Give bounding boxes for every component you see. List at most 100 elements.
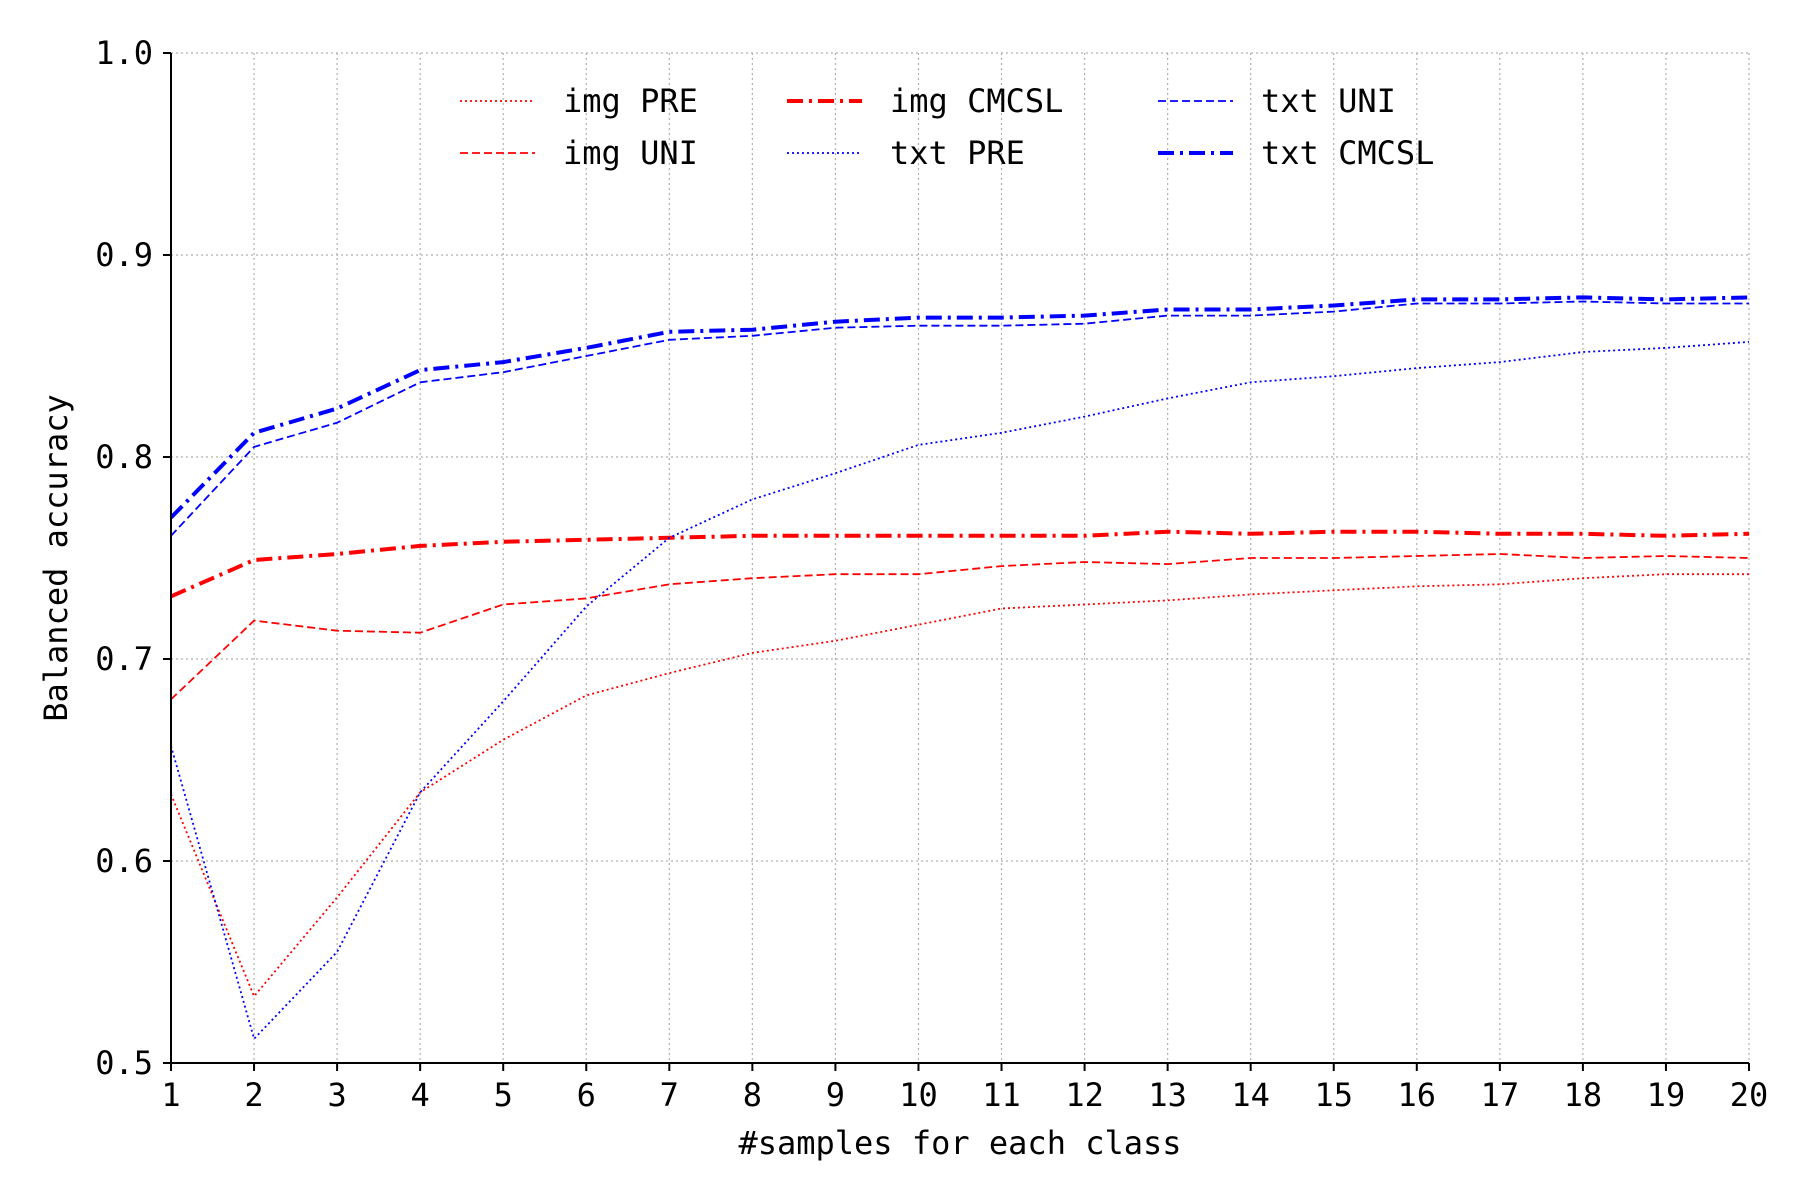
data-point (1166, 308, 1169, 311)
data-point (585, 346, 588, 349)
data-point (502, 540, 505, 543)
data-point (253, 445, 256, 448)
data-point (1249, 532, 1252, 535)
data-point (751, 498, 754, 501)
x-tick-label: 17 (1481, 1076, 1520, 1114)
data-point (336, 407, 339, 410)
data-point (502, 700, 505, 703)
data-point (1083, 322, 1086, 325)
data-point (1498, 583, 1501, 586)
data-point (1498, 302, 1501, 305)
data-point (668, 672, 671, 675)
data-point (585, 694, 588, 697)
legend-label: txt UNI (1261, 82, 1396, 120)
y-tick-label: 1.0 (95, 34, 153, 72)
data-point (834, 639, 837, 642)
series-line (170, 553, 1750, 701)
data-point (1581, 296, 1584, 299)
ticks: 1 2 3 4 5 6 7 8 9 10 11 12 13 14 15 16 17 18 19 200.50.60.7… (95, 34, 1768, 1114)
data-point (1083, 561, 1086, 564)
data-point (253, 995, 256, 998)
data-point (751, 651, 754, 654)
data-point (1748, 557, 1751, 560)
x-tick-label: 10 (899, 1076, 938, 1114)
data-point (1166, 397, 1169, 400)
series-line (170, 573, 1749, 998)
x-tick-label: 6 (577, 1076, 596, 1114)
data-point (585, 355, 588, 358)
legend-label: img UNI (563, 134, 698, 172)
data-point (668, 583, 671, 586)
data-point (1581, 350, 1584, 353)
data-point (668, 536, 671, 539)
data-point (751, 534, 754, 537)
data-point (1748, 296, 1751, 299)
data-point (834, 320, 837, 323)
legend-entry: txt UNI (1158, 82, 1396, 120)
series-line (170, 341, 1750, 1040)
legend-label: img CMCSL (890, 82, 1063, 120)
data-point (1664, 554, 1667, 557)
data-point (585, 605, 588, 608)
series-img-uni (170, 553, 1751, 701)
x-tick-label: 8 (743, 1076, 762, 1114)
data-point (1415, 302, 1418, 305)
x-tick-label: 14 (1231, 1076, 1270, 1114)
data-point (585, 538, 588, 541)
data-point (1664, 302, 1667, 305)
data-point (502, 738, 505, 741)
data-point (917, 534, 920, 537)
data-point (1748, 532, 1751, 535)
x-tick-label: 20 (1730, 1076, 1769, 1114)
x-tick-label: 2 (244, 1076, 263, 1114)
x-tick-label: 18 (1564, 1076, 1603, 1114)
data-point (1166, 599, 1169, 602)
legend-entry: txt PRE (787, 134, 1025, 172)
data-point (419, 544, 422, 547)
data-point (1249, 593, 1252, 596)
data-point (502, 603, 505, 606)
data-point (1415, 367, 1418, 370)
data-point (834, 472, 837, 475)
axes (170, 53, 1749, 1064)
data-point (253, 1037, 256, 1040)
legend-label: txt CMCSL (1261, 134, 1434, 172)
data-point (1000, 534, 1003, 537)
data-point (253, 619, 256, 622)
data-point (1332, 310, 1335, 313)
legend-entry: txt CMCSL (1158, 134, 1434, 172)
data-point (1581, 300, 1584, 303)
series-txt-uni (170, 300, 1749, 537)
data-point (1166, 563, 1169, 566)
y-tick-label: 0.6 (95, 842, 153, 880)
x-axis-label: #samples for each class (738, 1124, 1181, 1162)
series-line (170, 529, 1750, 599)
data-point (336, 421, 339, 424)
data-point (1332, 557, 1335, 560)
data-point (585, 597, 588, 600)
data-point (917, 324, 920, 327)
data-point (419, 381, 422, 384)
data-point (1000, 431, 1003, 434)
data-point (1498, 532, 1501, 535)
x-tick-label: 19 (1647, 1076, 1686, 1114)
data-point (502, 371, 505, 374)
data-point (1664, 573, 1667, 576)
data-point (1581, 577, 1584, 580)
data-point (1332, 589, 1335, 592)
legend-entry: img PRE (460, 82, 698, 120)
x-tick-label: 5 (494, 1076, 513, 1114)
data-point (1083, 314, 1086, 317)
series-img-pre (170, 573, 1749, 998)
series-img-cmcsl (170, 529, 1751, 599)
data-point (1748, 340, 1751, 343)
legend: img PRE img UNI img CMCSL txt PRE txt UNI txt… (460, 82, 1434, 172)
data-point (1415, 298, 1418, 301)
data-point (1664, 534, 1667, 537)
y-axis-label: Balanced accuracy (37, 394, 75, 722)
data-point (336, 896, 339, 899)
x-tick-label: 9 (826, 1076, 845, 1114)
data-point (1415, 554, 1418, 557)
series-txt-cmcsl (169, 295, 1751, 519)
